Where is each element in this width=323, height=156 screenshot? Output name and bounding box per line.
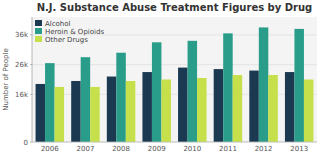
y-axis-line <box>32 17 33 142</box>
bar <box>304 80 314 143</box>
bar <box>45 63 55 142</box>
y-tick-label: 16k <box>15 91 29 99</box>
bar <box>223 33 233 142</box>
bar <box>178 68 188 142</box>
x-tick-label: 2011 <box>219 145 237 153</box>
bar <box>36 84 46 142</box>
bar <box>71 81 81 142</box>
bars <box>36 27 314 142</box>
x-tick-label: 2012 <box>255 145 273 153</box>
bar <box>249 71 259 142</box>
title: N.J. Substance Abuse Treatment Figures b… <box>37 2 313 13</box>
x-tick-label: 2013 <box>290 145 308 153</box>
plot-background <box>32 17 317 142</box>
bar <box>142 72 152 142</box>
bar <box>90 87 100 142</box>
legend-swatch <box>35 36 42 42</box>
bar <box>285 72 295 142</box>
grid-line <box>32 142 317 143</box>
bar <box>116 53 126 142</box>
x-tick-label: 2008 <box>112 145 130 153</box>
x-tick-label: 2007 <box>77 145 95 153</box>
bar <box>188 41 198 142</box>
bar <box>55 87 65 142</box>
legend-swatch <box>35 28 42 34</box>
bar <box>197 78 207 142</box>
y-tick-label: 26k <box>15 61 29 69</box>
x-tick-label: 2006 <box>41 145 59 153</box>
legend: AlcoholHeroin & OpioidsOther Drugs <box>35 20 104 44</box>
bar <box>152 42 162 142</box>
chart-container: N.J. Substance Abuse Treatment Figures b… <box>0 0 323 156</box>
y-tick-label: 36k <box>15 31 29 39</box>
bar <box>161 80 171 143</box>
bar <box>233 75 243 142</box>
bar <box>294 29 304 142</box>
legend-label: Other Drugs <box>45 36 88 44</box>
legend-label: Heroin & Opioids <box>45 28 104 36</box>
y-tick-label: 0 <box>24 139 28 147</box>
legend-swatch <box>35 20 42 26</box>
bar <box>214 69 224 142</box>
bar <box>126 81 136 142</box>
bar <box>268 75 278 142</box>
bar <box>81 57 91 142</box>
chart-svg: N.J. Substance Abuse Treatment Figures b… <box>0 0 323 156</box>
x-tick-label: 2009 <box>148 145 166 153</box>
y-axis-label: Number of People <box>2 48 10 111</box>
bar <box>259 27 269 142</box>
grid-line <box>32 64 317 65</box>
x-axis-line <box>32 142 317 143</box>
x-tick-label: 2010 <box>183 145 201 153</box>
bar <box>107 77 117 142</box>
legend-label: Alcohol <box>45 20 71 28</box>
